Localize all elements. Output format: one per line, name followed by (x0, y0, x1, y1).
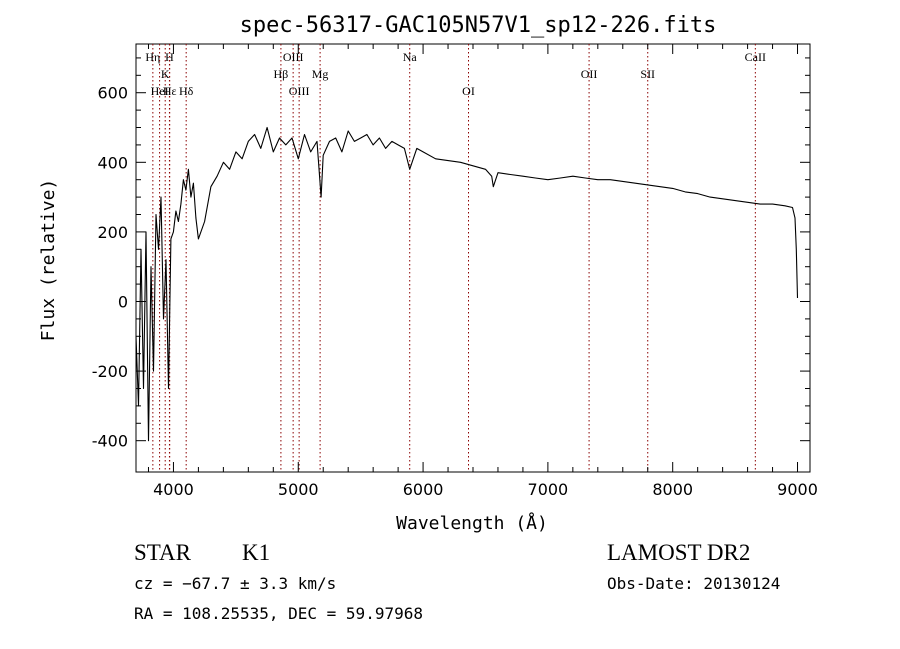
survey-name: LAMOST DR2 (607, 540, 750, 565)
object-subclass: K1 (242, 540, 270, 565)
y-tick-label: 600 (97, 84, 128, 103)
line-label: OI (462, 84, 475, 98)
x-tick-label: 5000 (278, 480, 319, 499)
cz-value: cz = −67.7 ± 3.3 km/s (134, 574, 336, 593)
line-markers: HηHKHεHeIHδOIIIHβMgOIIINaOIOIISIICaII (145, 44, 766, 472)
coordinates: RA = 108.25535, DEC = 59.97968 (134, 604, 423, 623)
x-tick-label: 9000 (777, 480, 818, 499)
tick-layer: 4000 5000 6000 7000 8000 9000 -400 -200 0 200 400 6… (92, 44, 818, 499)
object-class: STAR (134, 540, 192, 565)
line-label: Hδ (179, 84, 194, 98)
chart-title: spec-56317-GAC105N57V1_sp12-226.fits (240, 13, 717, 38)
spectrum-line (135, 126, 799, 442)
line-label: HeI (151, 84, 169, 98)
line-label: Hε (163, 84, 177, 98)
x-tick-label: 7000 (528, 480, 569, 499)
y-tick-label: -400 (92, 432, 128, 451)
y-tick-label: -200 (92, 362, 128, 381)
y-tick-label: 200 (97, 223, 128, 242)
line-label: OII (581, 67, 598, 81)
line-label: Hη (145, 50, 160, 64)
line-label: OIII (283, 50, 304, 64)
x-tick-label: 8000 (652, 480, 693, 499)
line-label: CaII (745, 50, 766, 64)
line-label: Na (403, 50, 418, 64)
y-tick-label: 400 (97, 153, 128, 172)
line-label: K (161, 67, 170, 81)
plot-axes (135, 43, 811, 473)
x-tick-label: 4000 (153, 480, 194, 499)
line-label: OIII (289, 84, 310, 98)
series-layer (135, 126, 799, 442)
line-label: Mg (312, 67, 329, 81)
x-axis-label: Wavelength (Å) (396, 512, 548, 534)
line-label: Hβ (274, 67, 289, 81)
y-tick-label: 0 (118, 292, 128, 311)
x-tick-label: 6000 (403, 480, 444, 499)
plot-frame (135, 43, 811, 473)
obs-date: Obs-Date: 20130124 (607, 574, 780, 593)
y-axis-label: Flux (relative) (38, 179, 59, 342)
line-label: SII (640, 67, 655, 81)
